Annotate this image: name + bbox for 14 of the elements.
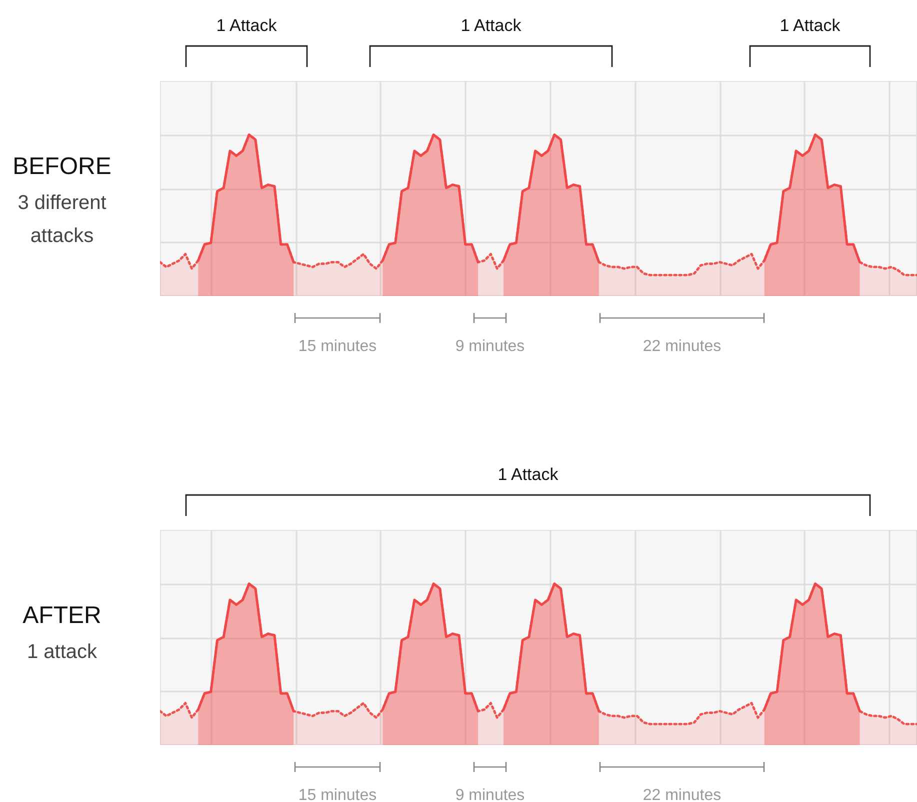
text: 1 attack bbox=[26, 640, 98, 665]
text: 3 different attacks bbox=[16, 191, 108, 249]
text: 9 minutes bbox=[455, 787, 525, 802]
text: 15 minutes bbox=[298, 338, 377, 355]
text: 1 Attack bbox=[216, 16, 278, 35]
text: 1 Attack bbox=[780, 16, 841, 35]
text: AFTER bbox=[22, 602, 102, 630]
text: 15 minutes bbox=[298, 787, 377, 802]
text: 9 minutes bbox=[455, 338, 525, 355]
text: 22 minutes bbox=[642, 787, 722, 802]
text: BEFORE bbox=[12, 153, 112, 181]
text: 22 minutes bbox=[642, 338, 722, 355]
text: 1 Attack bbox=[498, 465, 559, 484]
text: 1 Attack bbox=[460, 16, 522, 35]
